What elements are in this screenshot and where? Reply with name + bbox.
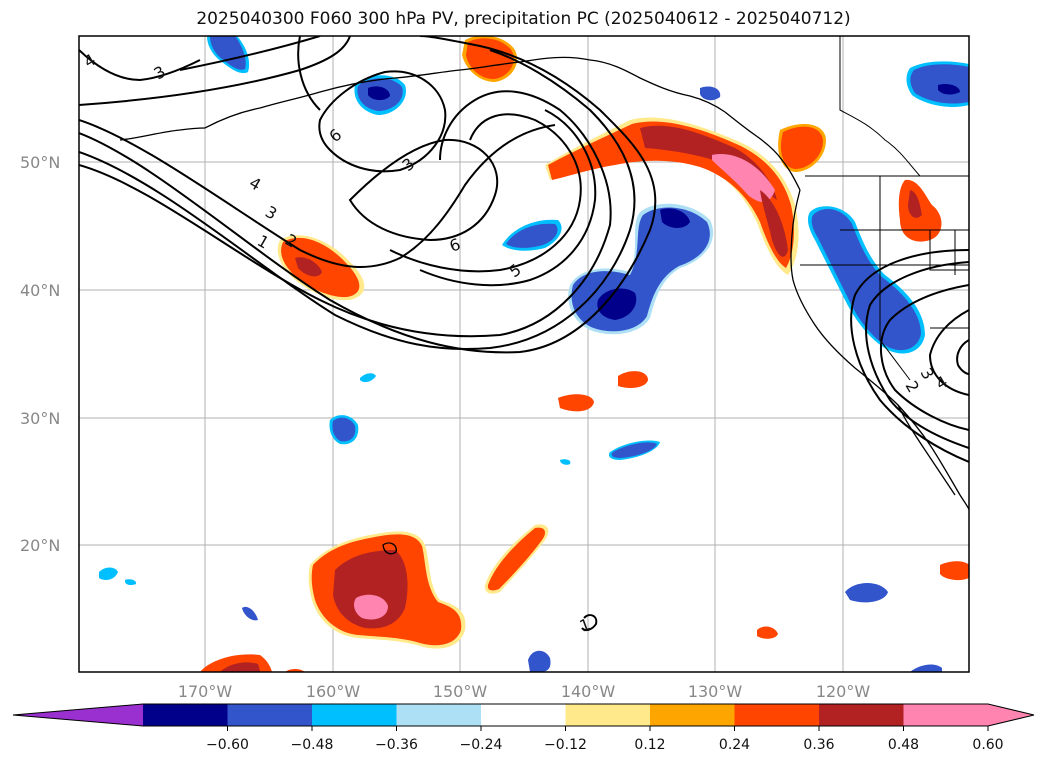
pv-contour-3 — [79, 119, 556, 268]
pv-contour-inner-3 — [419, 109, 597, 287]
colorbar-outline — [12, 703, 1035, 727]
colorbar-bin — [143, 704, 228, 726]
pv-contours — [79, 36, 969, 632]
border-state-4 — [879, 265, 911, 381]
map-frame — [78, 35, 970, 673]
colorbar-tick-label: −0.60 — [206, 737, 249, 753]
pv-contour-6 — [318, 70, 447, 173]
coastline-hawaii — [382, 542, 397, 555]
pv-contour-se-4 — [928, 309, 969, 396]
colorbar-tick-label: −0.24 — [460, 737, 503, 753]
lat-label-50n: 50°N — [20, 153, 60, 172]
precip-blob-132w-north — [700, 86, 721, 101]
lon-label-120w: 120°W — [816, 682, 871, 701]
border-alaska-canada — [839, 36, 921, 177]
pv-contour-4 — [79, 90, 612, 338]
pv-contour-se-2 — [865, 261, 969, 449]
map-title: 2025040300 F060 300 hPa PV, precipitatio… — [196, 9, 851, 29]
pv-contour-upper — [179, 36, 321, 71]
map-layers — [79, 36, 969, 672]
pv-contour-upper-2 — [79, 36, 351, 106]
boundaries — [800, 36, 969, 381]
colorbar-tick-label: −0.48 — [291, 737, 334, 753]
pv-contour-2 — [79, 49, 636, 351]
colorbar-bin — [312, 704, 397, 726]
colorbar-bin — [819, 704, 904, 726]
lon-label-140w: 140°W — [561, 682, 616, 701]
colorbar-bin — [565, 704, 651, 726]
precip-blob-small-7 — [125, 579, 137, 586]
precip-blob-small-3 — [757, 626, 778, 639]
colorbar-ticks: −0.60 −0.48 −0.36 −0.24 −0.12 0.12 0.24 0.36 0.4… — [206, 726, 1004, 753]
lon-label-170w: 170°W — [178, 682, 233, 701]
pv-contour-se-5 — [956, 339, 969, 375]
precip-shading — [99, 36, 969, 672]
precip-blob-small-4 — [360, 373, 376, 383]
precip-blob-small-9 — [845, 583, 888, 603]
colorbar-tick-label: 0.36 — [803, 737, 834, 753]
map-background — [79, 36, 969, 672]
pv-contour-se-1 — [879, 284, 969, 431]
coastline-baja — [897, 404, 956, 496]
coastline-alaska — [204, 56, 726, 129]
border-state-5 — [929, 230, 969, 271]
colorbar-tick-label: −0.12 — [544, 737, 587, 753]
lon-label-150w: 150°W — [433, 682, 488, 701]
pv-contour-inner-2 — [389, 113, 582, 273]
coastline-aleutians — [119, 127, 206, 141]
longitude-labels: 170°W 160°W 150°W 140°W 130°W 120°W — [178, 682, 871, 701]
precip-blob-small-2 — [558, 394, 594, 412]
precip-blob-right-edge — [940, 561, 969, 581]
precip-blob-small-10 — [528, 650, 551, 672]
colorbar-bin — [734, 704, 820, 726]
lat-label-40n: 40°N — [20, 281, 60, 300]
colorbar-bin — [650, 704, 735, 726]
lat-label-30n: 30°N — [20, 409, 60, 428]
colorbar-bin — [481, 704, 566, 726]
latitude-labels: 50°N 40°N 30°N 20°N — [20, 153, 60, 555]
colorbar-tick-label: 0.24 — [719, 737, 750, 753]
colorbar-bins — [143, 704, 989, 726]
precip-blob-small-8 — [242, 606, 258, 621]
pv-contour-upper-3 — [79, 49, 201, 82]
lon-label-130w: 130°W — [688, 682, 743, 701]
positive-anomalies — [200, 36, 969, 672]
coastline-us-west — [790, 189, 969, 511]
colorbar-tick-label: 0.60 — [972, 737, 1003, 753]
colorbar: −0.60 −0.48 −0.36 −0.24 −0.12 0.12 0.24 0.36 0.4… — [12, 703, 1035, 753]
colorbar-tick-label: −0.36 — [375, 737, 418, 753]
pv-contour-small — [581, 614, 598, 632]
precip-blob-small-5 — [560, 459, 571, 465]
pv-contour-inner-1 — [348, 138, 499, 242]
coastline-bc — [724, 111, 801, 191]
colorbar-under-arrow — [13, 704, 143, 726]
pv-contour-upper-4 — [297, 36, 321, 111]
colorbar-over-arrow — [988, 704, 1034, 726]
precip-blob-small-11 — [910, 664, 942, 672]
pv-contour-se-3 — [850, 249, 969, 463]
coastlines — [119, 56, 969, 555]
colorbar-bin — [227, 704, 313, 726]
colorbar-tick-label: 0.48 — [888, 737, 919, 753]
colorbar-bin — [903, 704, 989, 726]
colorbar-bin — [396, 704, 482, 726]
lat-label-20n: 20°N — [20, 536, 60, 555]
precip-blob-small-1 — [618, 371, 648, 388]
lon-label-160w: 160°W — [306, 682, 361, 701]
precip-blob-small-6 — [99, 567, 118, 580]
colorbar-tick-label: 0.12 — [634, 737, 665, 753]
